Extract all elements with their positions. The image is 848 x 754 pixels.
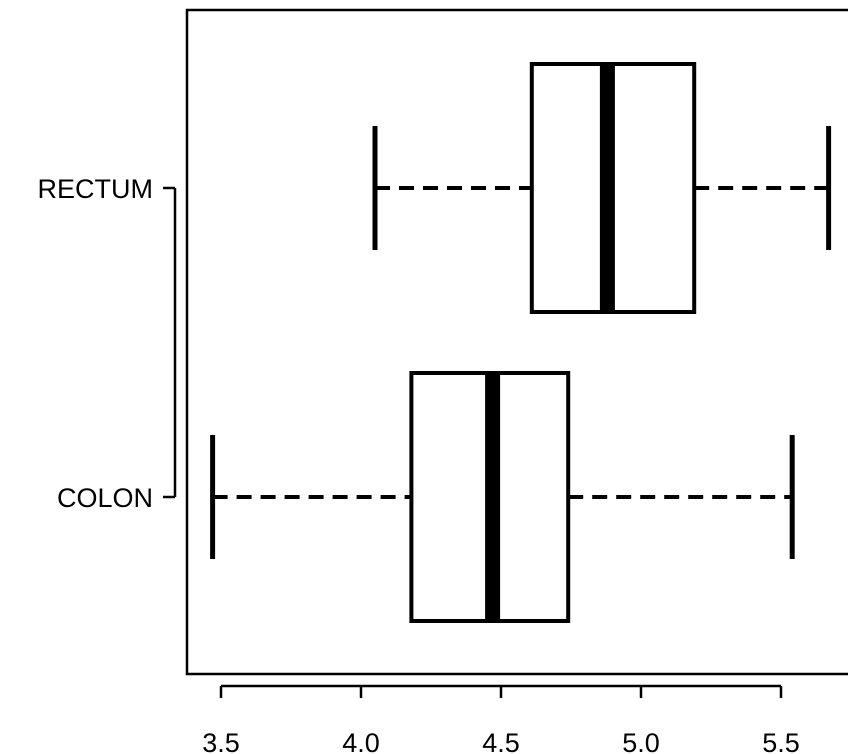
x-tick-label: 4.5 <box>482 728 520 754</box>
x-axis: 3.5 4.0 4.5 5.0 5.5 <box>202 684 800 754</box>
y-tick-label-rectum: RECTUM <box>38 174 154 204</box>
boxes-layer <box>210 62 832 623</box>
y-axis: RECTUM COLON <box>38 174 177 513</box>
y-tick-label-colon: COLON <box>57 483 153 513</box>
x-tick-label: 5.0 <box>622 728 660 754</box>
box-colon <box>210 371 795 623</box>
plot-frame <box>185 8 848 676</box>
box-rectum <box>372 62 832 314</box>
x-tick-label: 4.0 <box>342 728 380 754</box>
x-tick-label: 3.5 <box>202 728 240 754</box>
x-tick-label: 5.5 <box>762 728 800 754</box>
